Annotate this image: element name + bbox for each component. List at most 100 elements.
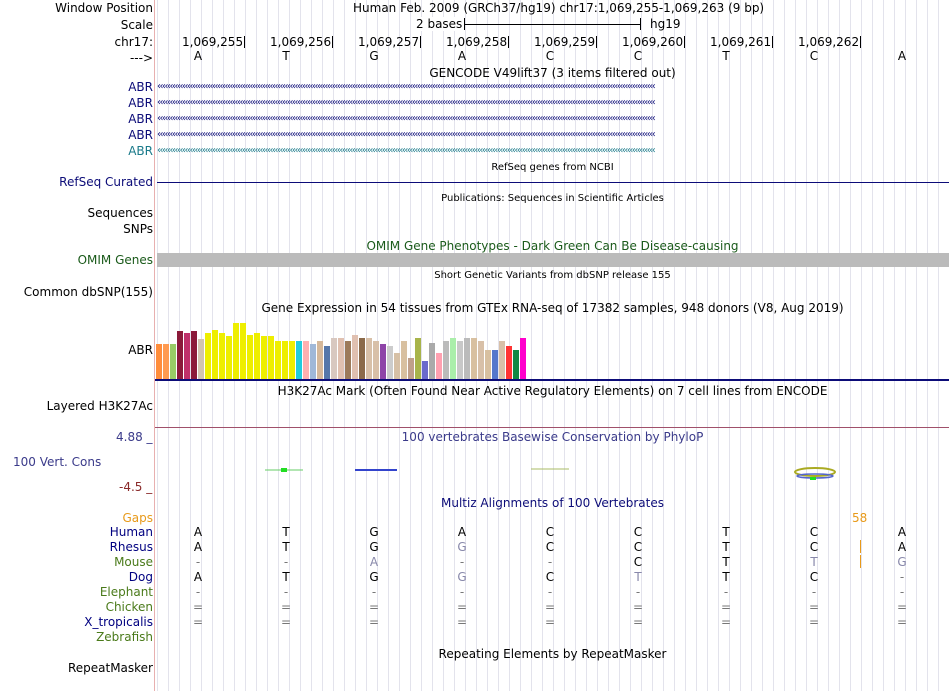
gtex-tissue-bar[interactable] — [331, 338, 337, 379]
gencode-track-title[interactable]: GENCODE V49lift37 (3 items filtered out) — [429, 66, 676, 80]
gtex-tissue-bar[interactable] — [394, 353, 400, 379]
gencode-transcript-4[interactable]: ‹‹‹‹‹‹‹‹‹‹‹‹‹‹‹‹‹‹‹‹‹‹‹‹‹‹‹‹‹‹‹‹‹‹‹‹‹‹‹‹… — [157, 129, 656, 140]
gencode-gene-label-3[interactable]: ABR — [128, 112, 153, 126]
gtex-tissue-bar[interactable] — [338, 338, 344, 379]
grid-line — [861, 0, 862, 691]
gtex-tissue-bar[interactable] — [520, 338, 526, 379]
multiz-species-label[interactable]: X_tropicalis — [84, 615, 153, 629]
omim-track-label[interactable]: OMIM Genes — [77, 253, 153, 267]
gtex-tissue-bar[interactable] — [324, 346, 330, 379]
refseq-track-title[interactable]: RefSeq genes from NCBI — [491, 162, 614, 173]
gencode-gene-label-5[interactable]: ABR — [128, 144, 153, 158]
gtex-tissue-bar[interactable] — [156, 344, 162, 379]
gtex-tissue-bar[interactable] — [219, 333, 225, 379]
gtex-tissue-bar[interactable] — [184, 333, 190, 379]
gencode-transcript-3[interactable]: ‹‹‹‹‹‹‹‹‹‹‹‹‹‹‹‹‹‹‹‹‹‹‹‹‹‹‹‹‹‹‹‹‹‹‹‹‹‹‹‹… — [157, 113, 656, 124]
multiz-species-label[interactable]: Dog — [128, 570, 153, 584]
gtex-tissue-bar[interactable] — [464, 338, 470, 379]
gtex-tissue-bar[interactable] — [254, 333, 260, 379]
gtex-track-title[interactable]: Gene Expression in 54 tissues from GTEx … — [261, 301, 844, 315]
h3k27ac-baseline — [155, 427, 949, 428]
gtex-tissue-bar[interactable] — [247, 335, 253, 379]
gtex-tissue-bar[interactable] — [226, 336, 232, 379]
gtex-tissue-bar[interactable] — [296, 341, 302, 379]
gtex-tissue-bar[interactable] — [443, 341, 449, 379]
gtex-tissue-bar[interactable] — [366, 338, 372, 379]
gtex-tissue-bar[interactable] — [373, 341, 379, 379]
multiz-species-label[interactable]: Rhesus — [109, 540, 153, 554]
h3k27ac-track-title[interactable]: H3K27Ac Mark (Often Found Near Active Re… — [277, 384, 828, 398]
gtex-tissue-bar[interactable] — [506, 346, 512, 379]
omim-gene-bar[interactable] — [157, 253, 949, 267]
gtex-tissue-bar[interactable] — [268, 336, 274, 379]
gtex-tissue-bar[interactable] — [450, 338, 456, 379]
phylop-track-label[interactable]: 100 Vert. Cons — [13, 455, 102, 469]
phylop-track-title[interactable]: 100 vertebrates Basewise Conservation by… — [401, 430, 704, 444]
dbsnp-track-label[interactable]: Common dbSNP(155) — [23, 285, 153, 299]
gencode-transcript-5[interactable]: ‹‹‹‹‹‹‹‹‹‹‹‹‹‹‹‹‹‹‹‹‹‹‹‹‹‹‹‹‹‹‹‹‹‹‹‹‹‹‹‹… — [157, 145, 656, 156]
refseq-gene-line[interactable] — [157, 182, 949, 183]
gtex-tissue-bar[interactable] — [205, 333, 211, 379]
gtex-tissue-bar[interactable] — [471, 338, 477, 379]
dbsnp-track-title[interactable]: Short Genetic Variants from dbSNP releas… — [434, 270, 671, 281]
gtex-tissue-bar[interactable] — [352, 335, 358, 379]
gtex-tissue-bar[interactable] — [359, 338, 365, 379]
scale-bases-text: 2 bases — [414, 17, 465, 31]
gtex-tissue-bar[interactable] — [289, 341, 295, 379]
publications-track-title[interactable]: Publications: Sequences in Scientific Ar… — [441, 193, 664, 204]
h3k27ac-track-label[interactable]: Layered H3K27Ac — [46, 399, 153, 413]
grid-line — [410, 0, 411, 691]
gtex-tissue-bar[interactable] — [198, 339, 204, 379]
gtex-tissue-bar[interactable] — [436, 353, 442, 379]
gtex-tissue-bar[interactable] — [478, 341, 484, 379]
gencode-gene-label-4[interactable]: ABR — [128, 128, 153, 142]
gtex-tissue-bar[interactable] — [177, 331, 183, 379]
gtex-tissue-bar[interactable] — [345, 341, 351, 379]
gtex-tissue-bar[interactable] — [429, 343, 435, 379]
gtex-tissue-bar[interactable] — [513, 350, 519, 379]
gtex-tissue-bar[interactable] — [485, 350, 491, 379]
refseq-track-label[interactable]: RefSeq Curated — [59, 175, 153, 189]
gtex-tissue-bar[interactable] — [212, 330, 218, 379]
multiz-track-title[interactable]: Multiz Alignments of 100 Vertebrates — [440, 496, 665, 510]
publications-track-label[interactable]: Sequences — [87, 206, 153, 220]
gtex-tissue-bar[interactable] — [233, 323, 239, 379]
gtex-tissue-bar[interactable] — [408, 358, 414, 379]
phylop-conservation-plot[interactable] — [155, 460, 950, 485]
gtex-tissue-bar[interactable] — [240, 323, 246, 379]
gtex-tissue-bar[interactable] — [457, 341, 463, 379]
gtex-tissue-bar[interactable] — [310, 344, 316, 379]
repeatmasker-track-title[interactable]: Repeating Elements by RepeatMasker — [438, 647, 667, 661]
gtex-tissue-bar[interactable] — [163, 344, 169, 379]
gtex-tissue-bar[interactable] — [317, 341, 323, 379]
gtex-tissue-bar[interactable] — [387, 346, 393, 379]
multiz-species-label[interactable]: Zebrafish — [96, 630, 153, 644]
multiz-species-label[interactable]: Chicken — [105, 600, 153, 614]
gtex-tissue-bar[interactable] — [499, 341, 505, 379]
gtex-tissue-bar[interactable] — [191, 331, 197, 379]
gtex-tissue-bar[interactable] — [282, 341, 288, 379]
gtex-tissue-bar[interactable] — [492, 350, 498, 379]
gtex-track-label[interactable]: ABR — [128, 343, 153, 357]
gencode-gene-label-2[interactable]: ABR — [128, 96, 153, 110]
multiz-species-label[interactable]: Elephant — [99, 585, 153, 599]
ruler-tick — [596, 36, 597, 48]
gtex-tissue-bar[interactable] — [275, 341, 281, 379]
gencode-transcript-2[interactable]: ‹‹‹‹‹‹‹‹‹‹‹‹‹‹‹‹‹‹‹‹‹‹‹‹‹‹‹‹‹‹‹‹‹‹‹‹‹‹‹‹… — [157, 97, 656, 108]
snps-track-label[interactable]: SNPs — [123, 222, 153, 236]
assembly-position-title[interactable]: Human Feb. 2009 (GRCh37/hg19) chr17:1,06… — [353, 1, 765, 15]
gtex-tissue-bar[interactable] — [303, 341, 309, 379]
repeatmasker-track-label[interactable]: RepeatMasker — [67, 661, 153, 675]
gtex-tissue-bar[interactable] — [401, 341, 407, 379]
multiz-species-label[interactable]: Human — [109, 525, 153, 539]
gtex-tissue-bar[interactable] — [170, 344, 176, 379]
omim-track-title[interactable]: OMIM Gene Phenotypes - Dark Green Can Be… — [366, 239, 739, 253]
gencode-gene-label-1[interactable]: ABR — [128, 80, 153, 94]
gtex-tissue-bar[interactable] — [261, 336, 267, 379]
gtex-bar-chart[interactable] — [156, 315, 556, 379]
multiz-species-label[interactable]: Mouse — [114, 555, 153, 569]
gtex-tissue-bar[interactable] — [422, 361, 428, 379]
gtex-tissue-bar[interactable] — [415, 338, 421, 379]
gencode-transcript-1[interactable]: ‹‹‹‹‹‹‹‹‹‹‹‹‹‹‹‹‹‹‹‹‹‹‹‹‹‹‹‹‹‹‹‹‹‹‹‹‹‹‹‹… — [157, 81, 656, 92]
gtex-tissue-bar[interactable] — [380, 344, 386, 379]
